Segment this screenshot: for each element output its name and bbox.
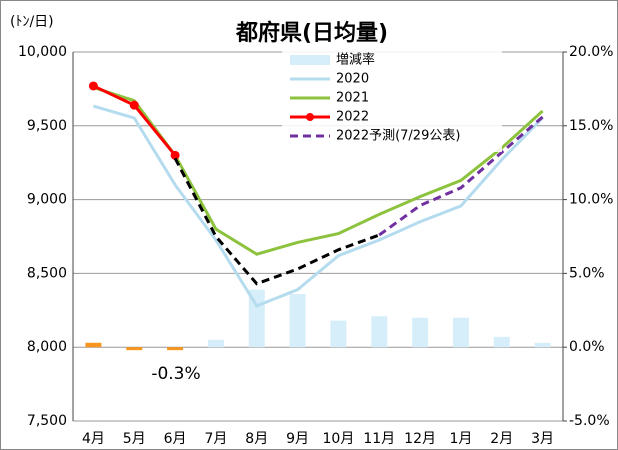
- line-marker: [129, 100, 139, 110]
- x-tick-label: 12月: [404, 431, 436, 447]
- bar: [534, 342, 551, 348]
- y-axis-unit: (ﾄﾝ/日): [10, 14, 54, 30]
- x-tick-label: 2月: [490, 431, 513, 447]
- x-tick-label: 5月: [123, 431, 146, 447]
- x-tick-label: 9月: [286, 431, 309, 447]
- y-tick-label: 9,500: [27, 118, 67, 134]
- legend-label: 2022: [336, 110, 369, 125]
- bar: [85, 342, 102, 348]
- x-tick-label: 4月: [82, 431, 105, 447]
- legend-label: 増減率: [336, 52, 375, 68]
- x-tick-label: 6月: [164, 431, 187, 447]
- y2-tick-label: 15.0%: [569, 118, 613, 134]
- x-tick-label: 3月: [531, 431, 554, 447]
- line: [378, 115, 544, 237]
- x-tick-label: 1月: [449, 431, 472, 447]
- bar: [289, 294, 306, 348]
- legend-label: 2022予測(7/29公表): [336, 129, 460, 144]
- y2-tick-label: -5.0%: [569, 413, 610, 429]
- bar: [493, 336, 510, 348]
- line-marker: [88, 81, 98, 91]
- bar: [452, 317, 469, 348]
- x-tick-label: 11月: [363, 431, 395, 447]
- y-tick-label: 10,000: [18, 44, 67, 60]
- line: [173, 157, 380, 286]
- y2-tick-label: 0.0%: [569, 339, 605, 355]
- bar: [412, 317, 429, 348]
- y-tick-label: 9,000: [27, 192, 67, 208]
- y-tick-label: 7,500: [27, 413, 67, 429]
- legend-label: 2020: [336, 72, 369, 87]
- annotation: -0.3%: [151, 364, 200, 384]
- bar: [330, 320, 347, 348]
- y-tick-label: 8,500: [27, 265, 67, 281]
- legend-marker: [306, 113, 314, 121]
- y2-tick-label: 5.0%: [569, 265, 605, 281]
- x-tick-label: 7月: [204, 431, 227, 447]
- y2-tick-label: 10.0%: [569, 192, 613, 208]
- bar: [371, 316, 388, 348]
- y-tick-label: 8,000: [27, 339, 67, 355]
- x-tick-label: 10月: [323, 431, 355, 447]
- legend-swatch: [290, 55, 330, 65]
- bar: [126, 347, 143, 351]
- bar: [207, 339, 224, 348]
- y2-tick-label: 20.0%: [569, 44, 613, 60]
- chart-title: 都府県(日均量): [235, 20, 388, 46]
- x-tick-label: 8月: [245, 431, 268, 447]
- line-marker: [170, 150, 180, 160]
- line: [92, 104, 544, 308]
- bar: [167, 347, 184, 351]
- legend-label: 2021: [336, 91, 369, 106]
